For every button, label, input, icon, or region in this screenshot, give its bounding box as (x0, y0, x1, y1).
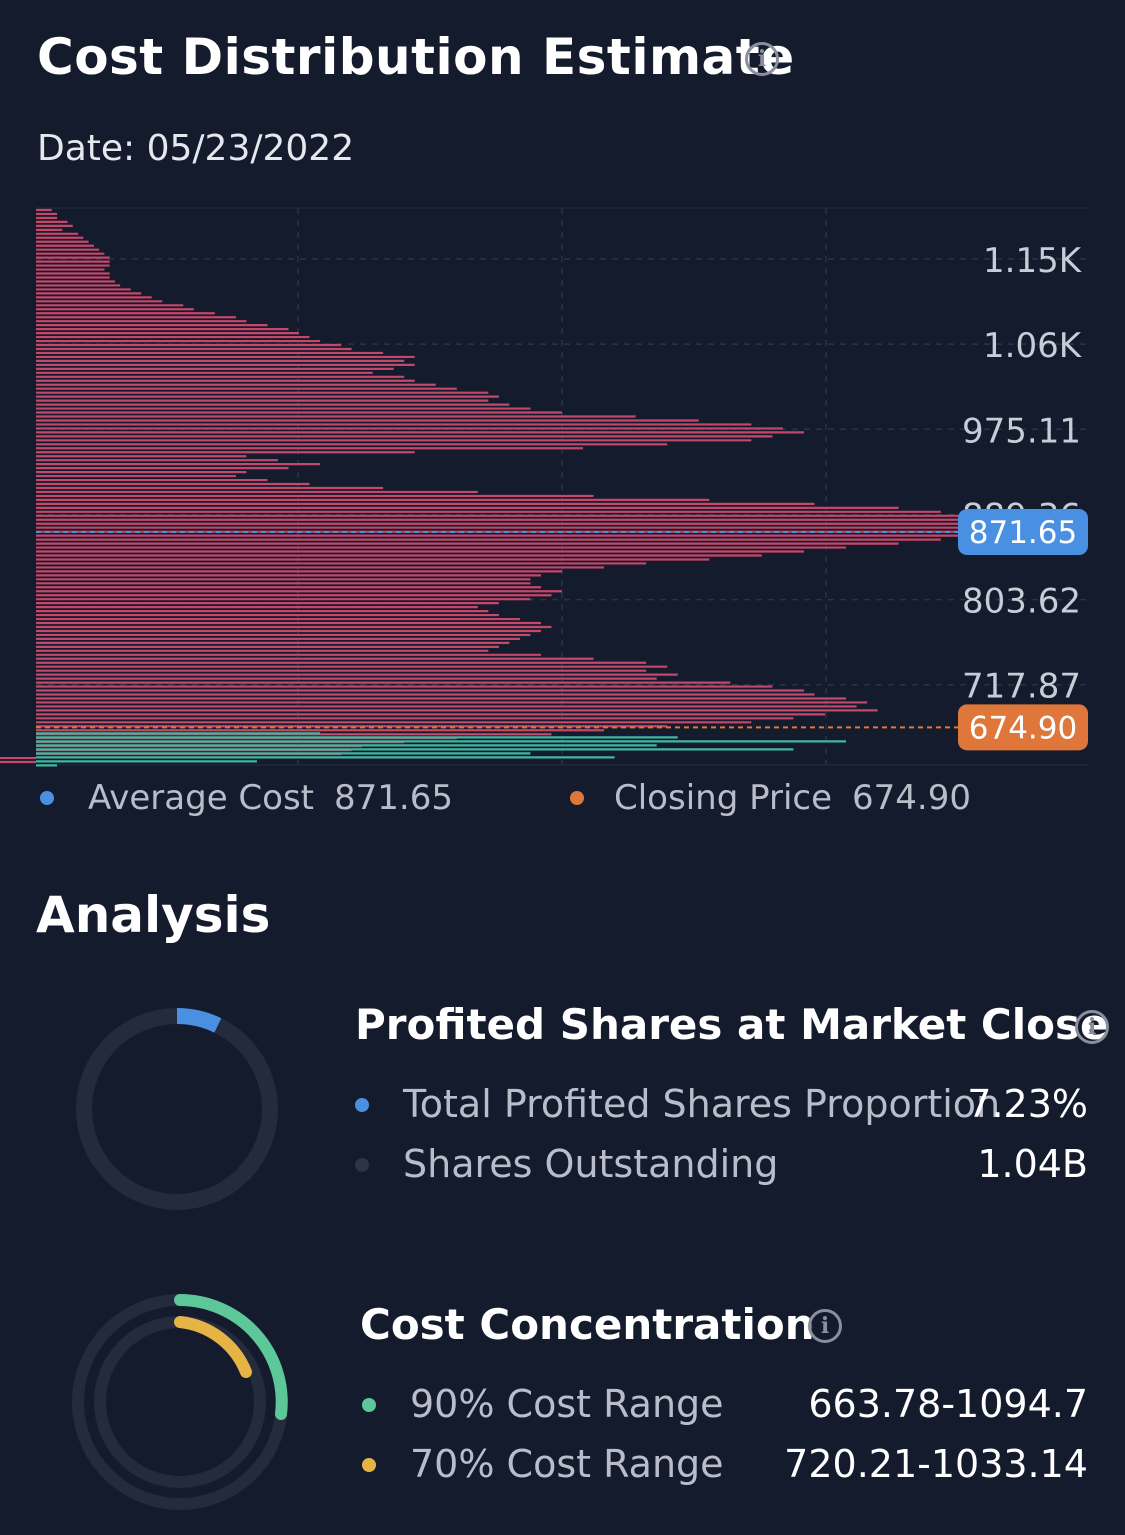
legend-average-cost: Average Cost 871.65 (40, 778, 453, 818)
concentration-info-icon[interactable]: i (808, 1309, 842, 1343)
closing-price-value: 674.90 (852, 778, 971, 818)
y-tick-label: 717.87 (962, 667, 1081, 707)
marker-label-1: 674.90 (969, 710, 1077, 746)
cost-distribution-chart: 1.15K1.06K975.11889.36803.62717.87871.65… (0, 207, 1088, 767)
page-title: Cost Distribution Estimate (37, 28, 795, 86)
concentration-row-90: 90% Cost Range 663.78-1094.7 (362, 1382, 1088, 1432)
profited-row-outstanding: Shares Outstanding 1.04B (355, 1142, 1088, 1192)
y-tick-label: 1.06K (983, 326, 1083, 366)
page-title-text: Cost Distribution Estimate (37, 28, 795, 86)
profited-shares-title-text: Profited Shares at Market Close (355, 1000, 1109, 1049)
average-cost-label: Average Cost (88, 778, 315, 818)
ninety-range-arc (174, 1294, 288, 1420)
profited-ring-arc (176, 1008, 222, 1033)
ninety-dot (362, 1398, 376, 1412)
average-cost-value: 871.65 (334, 778, 453, 818)
outstanding-dot (355, 1158, 369, 1172)
concentration-row-70: 70% Cost Range 720.21-1033.14 (362, 1442, 1088, 1492)
y-tick-label: 803.62 (962, 582, 1081, 622)
profited-shares-ring (76, 1008, 278, 1210)
seventy-value: 720.21-1033.14 (784, 1442, 1088, 1486)
proportion-dot (355, 1098, 369, 1112)
info-icon[interactable]: i (745, 42, 779, 76)
marker-label-0: 871.65 (969, 515, 1077, 551)
proportion-value: 7.23% (967, 1082, 1088, 1126)
legend-closing-price: Closing Price 674.90 (570, 778, 971, 818)
marker-badge-1 (958, 704, 1088, 751)
profited-row-proportion: Total Profited Shares Proportion 7.23% (355, 1082, 1088, 1132)
date-label: Date: 05/23/2022 (37, 128, 355, 169)
profited-info-icon[interactable]: i (1075, 1010, 1109, 1044)
cost-concentration-title: Cost Concentration (360, 1300, 815, 1349)
marker-badge-0 (958, 509, 1088, 556)
average-cost-dot (40, 791, 54, 805)
y-tick-label: 975.11 (962, 411, 1081, 451)
ninety-label: 90% Cost Range (410, 1382, 724, 1426)
seventy-dot (362, 1458, 376, 1472)
outstanding-label: Shares Outstanding (403, 1142, 779, 1186)
y-tick-label: 1.15K (983, 241, 1083, 281)
seventy-label: 70% Cost Range (410, 1442, 724, 1486)
seventy-range-arc (174, 1316, 252, 1378)
closing-price-dot (570, 791, 584, 805)
ninety-value: 663.78-1094.7 (808, 1382, 1088, 1426)
cost-concentration-title-text: Cost Concentration (360, 1300, 815, 1349)
analysis-title: Analysis (36, 886, 271, 944)
proportion-label: Total Profited Shares Proportion (403, 1082, 1001, 1126)
closing-price-label: Closing Price (614, 778, 833, 818)
outstanding-value: 1.04B (977, 1142, 1088, 1186)
profited-ring-track (76, 1008, 278, 1210)
cost-concentration-ring (72, 1294, 288, 1510)
profited-shares-title: Profited Shares at Market Close (355, 1000, 1108, 1049)
